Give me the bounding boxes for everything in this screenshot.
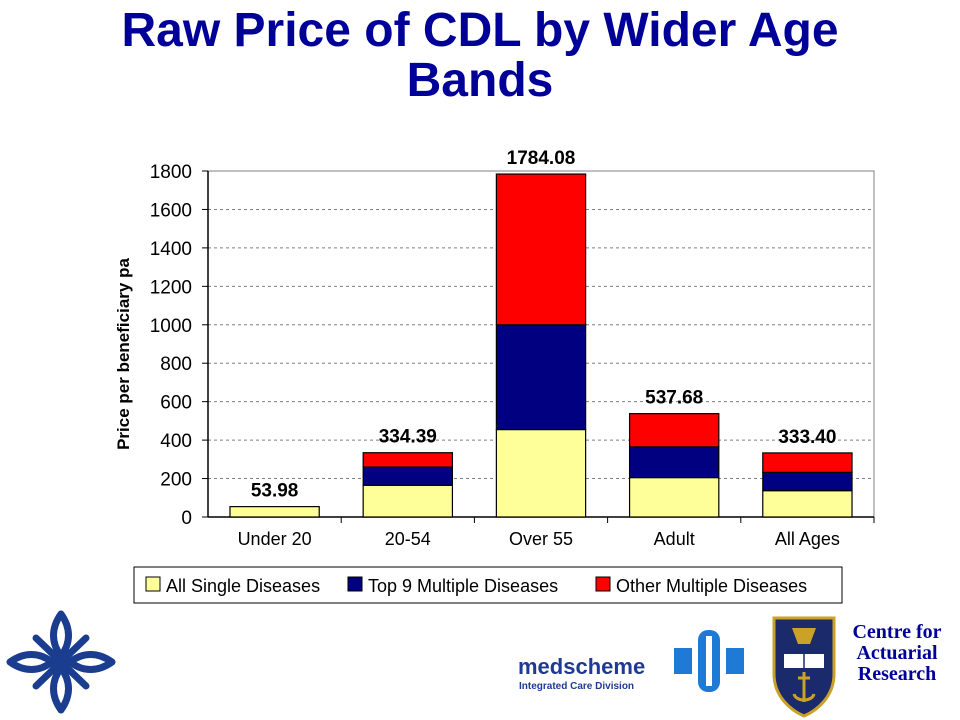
bar-3-5 [762, 452, 853, 474]
data-label-total: 334.39 [379, 427, 437, 448]
plot-area: 0 200 400 600 800 1000 1200 1400 1600 1800 Price p… [114, 148, 875, 604]
y-tick-label: 600 [160, 393, 192, 414]
x-tick-label: 20-54 [385, 529, 431, 549]
title-line-2: Bands [406, 54, 554, 107]
title-line-1: Raw Price of CDL by Wider Age [121, 4, 839, 57]
legend-label-3: Other Multiple Diseases [616, 576, 807, 596]
y-tick-label: 800 [160, 354, 192, 375]
bar-2-3 [495, 324, 587, 431]
y-tick-label: 1000 [150, 316, 192, 337]
y-tick-label: 0 [181, 508, 192, 529]
y-tick-label: 200 [160, 470, 192, 491]
legend-swatch-2 [347, 576, 363, 592]
legend [133, 566, 843, 604]
y-tick-label: 1200 [150, 277, 192, 298]
page-title: Raw Price of CDL by Wider Age Bands [0, 6, 960, 106]
centre-for-actuarial-research: Centre for Actuarial Research [838, 622, 956, 685]
data-label-total: 53.98 [251, 481, 299, 502]
bar-1-3 [495, 428, 587, 518]
bar-2-5 [762, 471, 853, 492]
bar-3-3 [495, 173, 587, 326]
bar-2-2 [362, 466, 454, 486]
cross-logo-icon [6, 610, 116, 714]
uct-crest-icon [772, 616, 836, 718]
bar-1-2 [362, 484, 454, 518]
bar-1-1 [229, 506, 320, 518]
medscheme-name: medscheme [518, 654, 646, 679]
data-label-total: 333.40 [778, 427, 836, 448]
y-tick-label: 400 [160, 431, 192, 452]
bar-3-2 [362, 452, 454, 468]
bar-2-4 [628, 446, 720, 479]
x-tick-label: All Ages [775, 529, 840, 549]
legend-label-1: All Single Diseases [166, 576, 320, 596]
medscheme-logo-icon [674, 630, 744, 692]
centre-line-1: Centre for [852, 621, 942, 643]
medscheme-division: Integrated Care Division [519, 681, 635, 692]
legend-swatch-3 [595, 576, 611, 592]
y-tick-label: 1400 [150, 239, 192, 260]
x-tick-label: Under 20 [238, 529, 312, 549]
legend-label-2: Top 9 Multiple Diseases [368, 576, 558, 596]
centre-line-3: Research [857, 663, 937, 685]
y-axis-label: Price per beneficiary pa [114, 258, 133, 450]
centre-line-2: Actuarial [856, 642, 938, 664]
bar-1-4 [628, 476, 720, 518]
data-label-total: 537.68 [645, 388, 703, 409]
y-tick-label: 1600 [150, 200, 192, 221]
bar-3-4 [628, 413, 720, 448]
data-label-total: 1784.08 [507, 148, 576, 169]
bar-1-5 [762, 490, 853, 518]
y-tick-label: 1800 [150, 162, 192, 183]
x-tick-label: Over 55 [509, 529, 573, 549]
bar-chart: 0 200 400 600 800 1000 1200 1400 1600 1800 Price p… [114, 148, 875, 604]
legend-swatch-1 [145, 576, 161, 592]
x-tick-label: Adult [654, 529, 695, 549]
